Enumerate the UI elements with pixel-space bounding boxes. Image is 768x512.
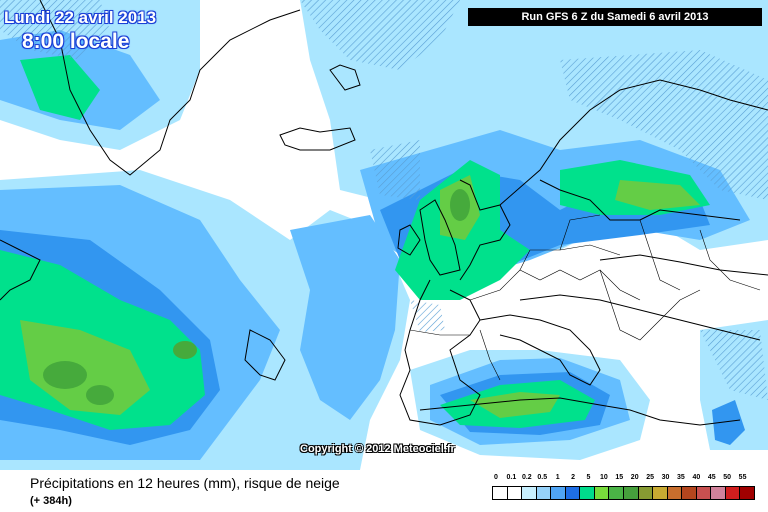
legend-swatch	[739, 486, 755, 500]
legend-swatch	[593, 486, 610, 500]
legend-swatch	[608, 486, 624, 500]
legend-label: 2	[571, 474, 575, 481]
legend-swatch	[579, 486, 595, 500]
legend-swatch	[681, 486, 697, 500]
forecast-date: Lundi 22 avril 2013	[4, 8, 157, 27]
precipitation-map	[0, 0, 768, 470]
legend-swatch	[550, 486, 566, 500]
legend-swatch	[564, 486, 581, 500]
model-run-info: Run GFS 6 Z du Samedi 6 avril 2013	[468, 8, 762, 26]
legend-label: 20	[630, 474, 639, 481]
legend-swatch	[506, 486, 523, 500]
legend-swatch	[695, 486, 712, 500]
legend-label: 15	[615, 474, 624, 481]
legend-label: 40	[692, 474, 701, 481]
forecast-local-time: 8:00 locale	[22, 30, 130, 53]
legend-label: 10	[599, 474, 608, 481]
legend-label: 0	[494, 474, 498, 481]
legend-label: 0.5	[537, 474, 548, 481]
snow-risk-hatching	[0, 0, 768, 400]
legend-swatch	[724, 486, 741, 500]
copyright-notice: Copyright © 2012 Meteociel.fr	[300, 443, 455, 455]
legend-label: 50	[723, 474, 732, 481]
precip-15mm-zone	[43, 189, 470, 405]
legend-label: 35	[677, 474, 685, 481]
legend-label: 55	[738, 474, 747, 481]
legend-label: 5	[586, 474, 591, 481]
legend-swatch	[521, 486, 537, 500]
legend-label: 25	[646, 474, 655, 481]
legend-swatch	[637, 486, 654, 500]
legend-swatch	[710, 486, 726, 500]
legend-swatch	[652, 486, 668, 500]
legend-label: 45	[707, 474, 716, 481]
legend-label: 0.1	[506, 474, 517, 481]
legend-swatch	[666, 486, 683, 500]
coastlines	[0, 0, 768, 426]
legend-swatch	[535, 486, 552, 500]
legend-label: 0.2	[521, 474, 532, 481]
map-caption: Précipitations en 12 heures (mm), risque…	[30, 475, 340, 491]
legend-swatch	[623, 486, 639, 500]
map-footer: Précipitations en 12 heures (mm), risque…	[0, 470, 768, 512]
legend-swatch	[492, 486, 508, 500]
forecast-hour: (+ 384h)	[30, 495, 72, 507]
precipitation-legend: 0 0.1 0.2 0.5 1 2 5 10 15 20 25 30 35 40 45 50 55	[492, 474, 762, 510]
legend-label: 1	[555, 474, 560, 481]
precip-10mm-zone	[20, 175, 700, 418]
legend-label: 30	[661, 474, 670, 481]
country-borders	[409, 214, 761, 381]
